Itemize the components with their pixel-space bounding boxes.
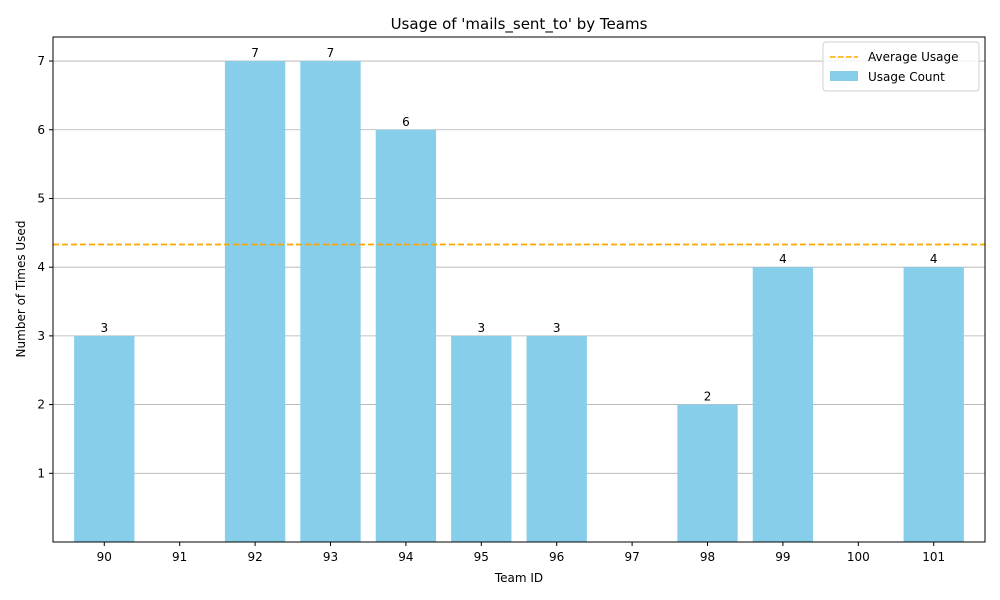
data-label: 3 bbox=[553, 321, 561, 335]
legend-usage-label: Usage Count bbox=[868, 70, 945, 84]
legend-box bbox=[822, 41, 980, 92]
chart-title: Usage of 'mails_sent_to' by Teams bbox=[391, 15, 648, 34]
y-tick-label: 7 bbox=[37, 54, 45, 68]
data-label: 4 bbox=[779, 252, 787, 266]
y-tick-label: 2 bbox=[37, 398, 45, 412]
data-label: 4 bbox=[930, 252, 938, 266]
bar bbox=[903, 267, 964, 542]
bar bbox=[526, 335, 587, 542]
bar bbox=[677, 404, 738, 542]
data-label: 7 bbox=[327, 46, 335, 60]
data-labels: 3 7 7 6 3 3 2 4 4 bbox=[100, 46, 937, 404]
bar bbox=[74, 335, 135, 542]
data-label: 7 bbox=[251, 46, 259, 60]
x-tick-label: 96 bbox=[549, 550, 564, 564]
x-tick-label: 91 bbox=[172, 550, 187, 564]
x-tick-label: 98 bbox=[700, 550, 715, 564]
gridlines bbox=[53, 60, 985, 474]
x-tick-label: 99 bbox=[775, 550, 790, 564]
data-label: 3 bbox=[100, 321, 108, 335]
bar bbox=[375, 129, 437, 542]
x-ticks: 90 91 92 93 94 95 96 97 98 99 100 101 bbox=[97, 542, 945, 564]
y-tick-label: 3 bbox=[37, 329, 45, 343]
axes bbox=[52, 36, 986, 543]
plot-frame bbox=[52, 36, 986, 543]
x-tick-label: 101 bbox=[922, 550, 945, 564]
y-ticks: 1 2 3 4 5 6 7 bbox=[37, 54, 53, 480]
data-label: 2 bbox=[704, 390, 712, 404]
legend-usage-swatch bbox=[830, 71, 858, 81]
x-tick-label: 93 bbox=[323, 550, 338, 564]
x-tick-label: 94 bbox=[398, 550, 413, 564]
bar bbox=[300, 61, 361, 543]
x-tick-label: 95 bbox=[474, 550, 489, 564]
bar bbox=[752, 267, 814, 542]
x-tick-label: 92 bbox=[247, 550, 262, 564]
y-tick-label: 6 bbox=[37, 123, 45, 137]
bars bbox=[74, 61, 964, 543]
x-tick-label: 97 bbox=[624, 550, 639, 564]
data-label: 3 bbox=[477, 321, 485, 335]
y-tick-label: 5 bbox=[37, 191, 45, 205]
legend-average-label: Average Usage bbox=[868, 50, 958, 64]
bar bbox=[451, 335, 512, 542]
y-tick-label: 1 bbox=[37, 466, 45, 480]
data-label: 6 bbox=[402, 115, 410, 129]
x-axis-label: Team ID bbox=[494, 571, 543, 585]
legend: Average Usage Usage Count bbox=[822, 41, 980, 92]
x-tick-label: 100 bbox=[847, 550, 870, 564]
y-tick-label: 4 bbox=[37, 260, 45, 274]
x-tick-label: 90 bbox=[97, 550, 112, 564]
y-axis-label: Number of Times Used bbox=[14, 221, 28, 358]
bar bbox=[224, 61, 286, 543]
